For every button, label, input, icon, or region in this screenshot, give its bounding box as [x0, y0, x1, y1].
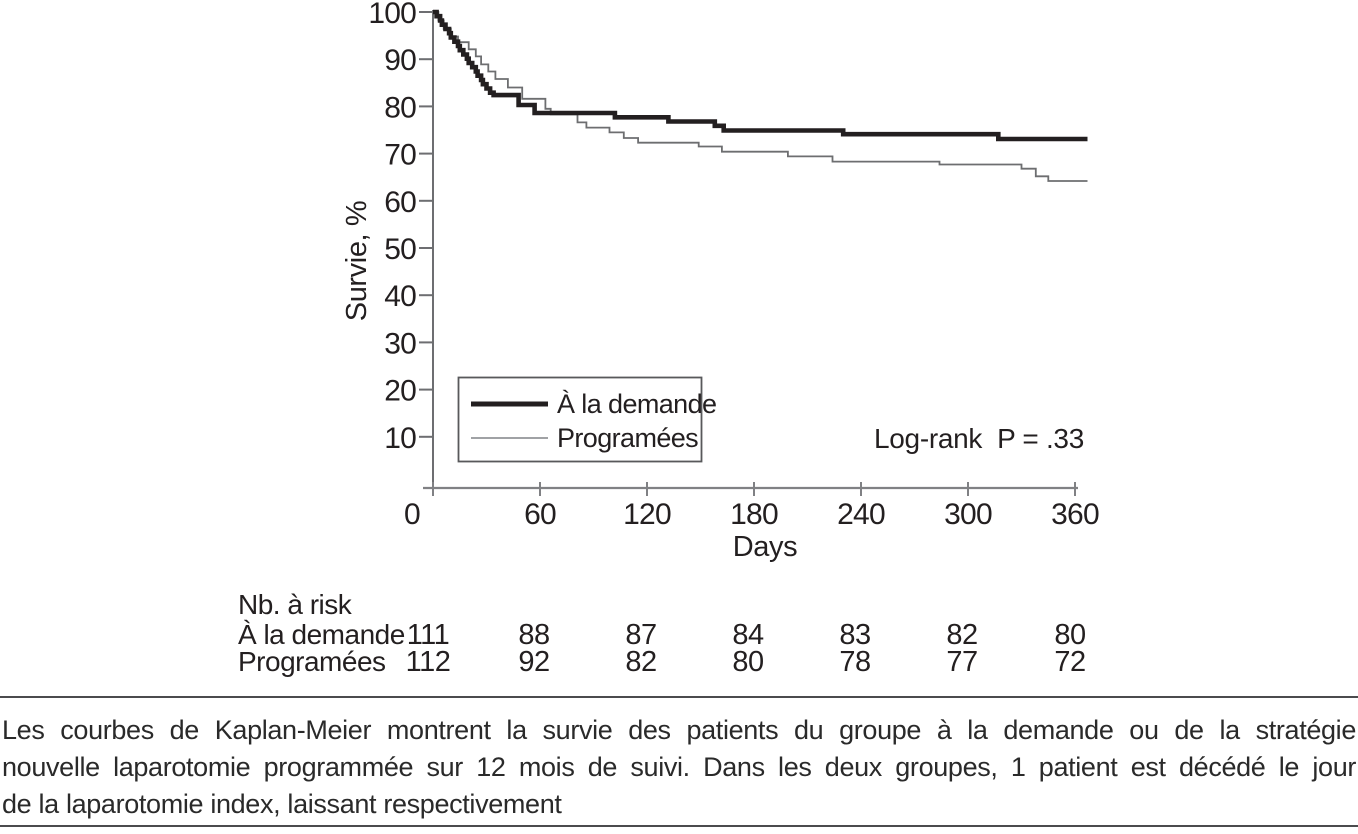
- y-tick-label: 60: [384, 186, 416, 219]
- risk-row-label-a-la-demande: À la demande: [238, 619, 405, 650]
- caption-divider-bottom: [0, 825, 1358, 827]
- x-tick-label: 300: [944, 498, 992, 531]
- y-tick-label: 80: [384, 91, 416, 124]
- x-tick-label: 60: [524, 498, 556, 531]
- risk-value: 111: [406, 619, 450, 651]
- caption-line-1: Les courbes de Kaplan-Meier montrent la …: [2, 715, 1356, 745]
- risk-value: 92: [518, 646, 550, 678]
- risk-value: 83: [839, 619, 871, 651]
- risk-value: 87: [625, 619, 657, 651]
- risk-value: 77: [946, 646, 978, 678]
- x-tick-label: 360: [1051, 498, 1099, 531]
- legend-label-programees: Programées: [557, 423, 699, 453]
- legend-label-a-la-demande: À la demande: [557, 389, 717, 419]
- curve-programees: [433, 11, 1088, 182]
- caption-line-3: de la laparotomie index, laissant respec…: [2, 789, 562, 819]
- x-tick-label: 240: [837, 498, 885, 531]
- y-tick-label: 50: [384, 233, 416, 266]
- risk-value: 80: [732, 646, 764, 678]
- y-tick-label: 30: [384, 327, 416, 360]
- y-tick-label: 70: [384, 139, 416, 172]
- risk-value: 112: [405, 646, 451, 678]
- figure-caption: Les courbes de Kaplan-Meier montrent la …: [2, 712, 1356, 823]
- risk-value: 84: [732, 619, 764, 651]
- y-tick-label: 20: [384, 375, 416, 408]
- x-tick-label: 0: [404, 498, 420, 531]
- x-tick-label: 120: [623, 498, 671, 531]
- risk-row-label-programees: Programées: [238, 646, 386, 677]
- logrank-annotation: Log-rank P = .33: [874, 423, 1084, 454]
- risk-value: 72: [1054, 646, 1086, 678]
- y-axis-title: Survie, %: [341, 200, 373, 322]
- legend-box: [457, 376, 703, 463]
- risk-value: 82: [625, 646, 657, 678]
- x-tick-label: 180: [730, 498, 778, 531]
- risk-value: 78: [839, 646, 871, 678]
- risk-value: 80: [1054, 619, 1086, 651]
- y-tick-label: 90: [384, 44, 416, 77]
- curve-a-la-demande: [433, 9, 1088, 142]
- caption-line-2: nouvelle laparotomie programmée sur 12 m…: [2, 752, 1356, 782]
- x-axis-title: Days: [732, 531, 798, 563]
- risk-value: 82: [946, 619, 978, 651]
- risk-value: 88: [518, 619, 550, 651]
- caption-divider-top: [0, 696, 1358, 698]
- risk-table-header: Nb. à risk: [238, 589, 352, 620]
- y-tick-label: 40: [384, 280, 416, 313]
- y-tick-label: 10: [384, 422, 416, 455]
- y-tick-label: 100: [368, 0, 416, 30]
